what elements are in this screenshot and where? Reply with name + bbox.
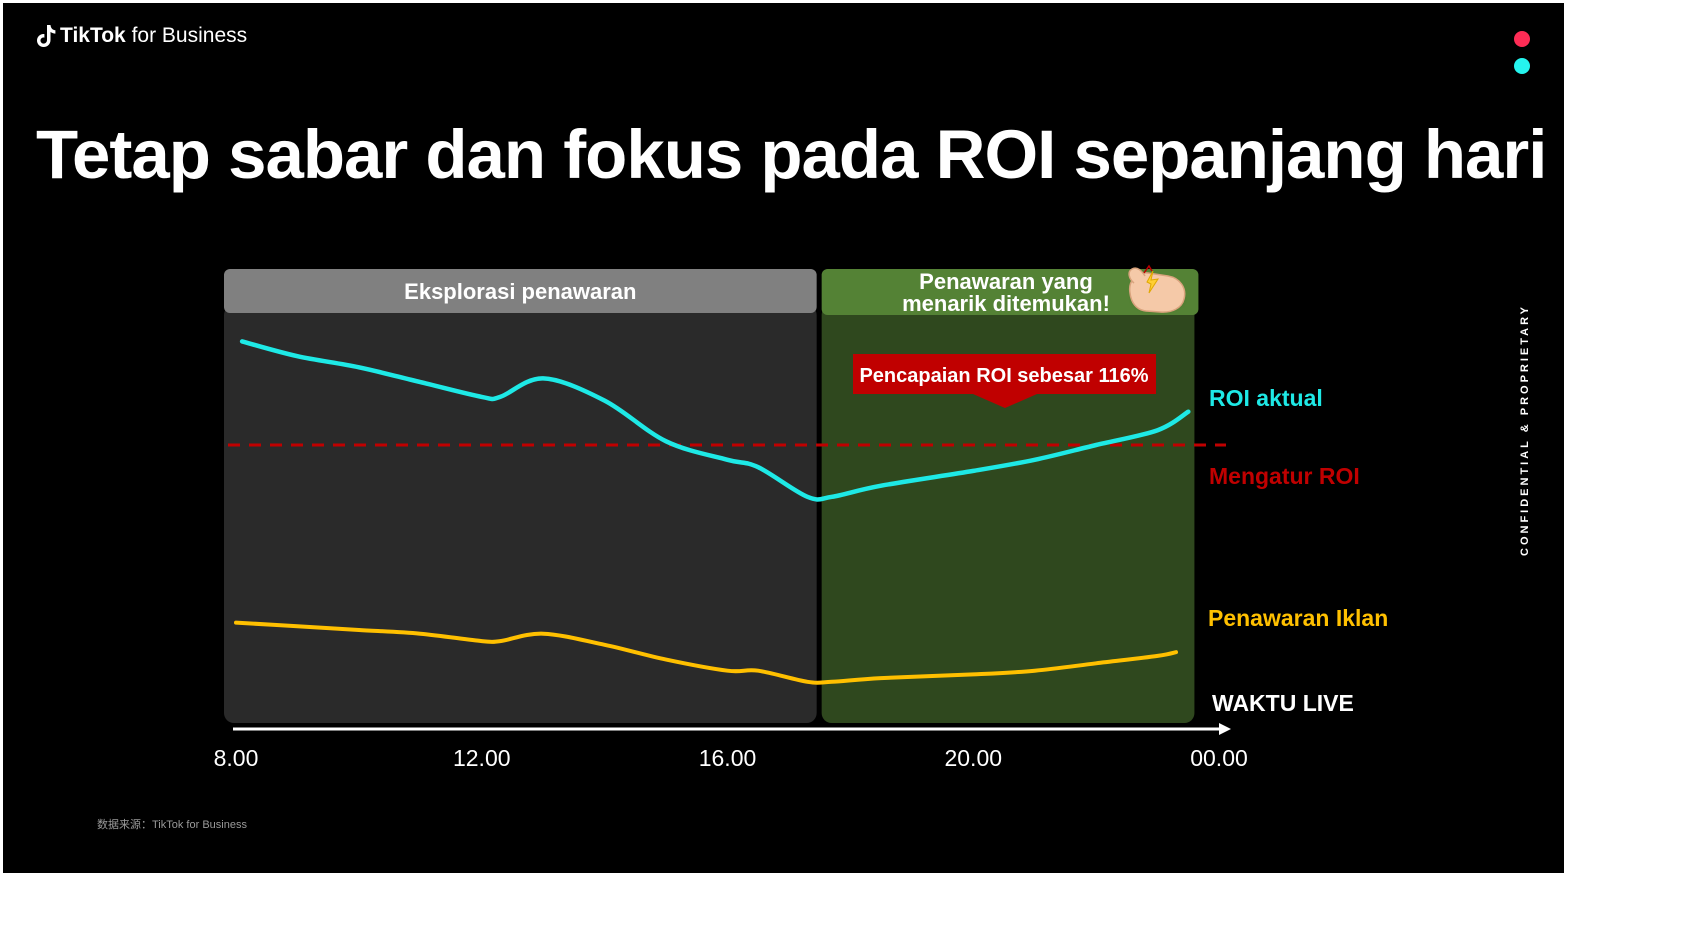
brand-name-rest: for Business — [125, 24, 248, 47]
x-tick-label: 00.00 — [1190, 745, 1248, 771]
phase-found-offer-label-line-1: Penawaran yang — [919, 269, 1093, 294]
callout-text: Pencapaian ROI sebesar 116% — [859, 365, 1148, 387]
ad-bid-line — [234, 620, 1178, 685]
roi-achievement-callout: Pencapaian ROI sebesar 116% — [853, 354, 1156, 408]
tiktok-note-icon — [37, 25, 56, 47]
x-axis-title: WAKTU LIVE — [1212, 690, 1354, 716]
phase-exploration-label: Eksplorasi penawaran — [404, 279, 636, 304]
hand-emoji-icon — [1128, 264, 1186, 313]
x-tick-label: 20.00 — [944, 745, 1002, 771]
x-axis-ticks: 8.00 12.00 16.00 20.00 00.00 — [214, 745, 1248, 771]
brand-name-bold: TikTok — [60, 24, 126, 47]
accent-dot-pink — [1514, 31, 1530, 47]
x-tick-label: 12.00 — [453, 745, 511, 771]
source-note: 数据来源：TikTok for Business — [97, 819, 247, 831]
roi-actual-label: ROI aktual — [1209, 385, 1323, 411]
roi-actual-line — [239, 339, 1191, 502]
phase-exploration-header — [224, 269, 817, 313]
brand-logo: TikTok for Business — [36, 22, 247, 50]
phase-exploration-area — [224, 305, 817, 723]
x-axis-arrow-icon — [1219, 723, 1231, 735]
phase-found-offer-label-line-2: menarik ditemukan! — [902, 291, 1110, 316]
target-roi-label: Mengatur ROI — [1209, 463, 1360, 489]
x-tick-label: 8.00 — [214, 745, 259, 771]
ad-bid-label: Penawaran Iklan — [1208, 605, 1388, 631]
phase-found-offer-area — [821, 305, 1195, 723]
confidential-label: CONFIDENTIAL & PROPRIETARY — [1519, 304, 1531, 556]
phase-found-offer-header — [821, 269, 1199, 315]
x-tick-label: 16.00 — [699, 745, 757, 771]
callout-box — [853, 354, 1156, 394]
callout-pointer — [973, 394, 1037, 408]
accent-dot-cyan — [1514, 58, 1530, 74]
page-title: Tetap sabar dan fokus pada ROI sepanjang… — [36, 116, 1547, 193]
